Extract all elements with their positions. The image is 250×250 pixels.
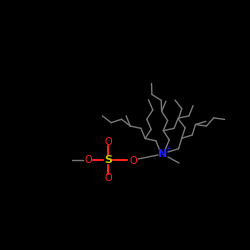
Text: +: + <box>165 146 171 152</box>
Text: O: O <box>104 137 112 147</box>
Text: O: O <box>129 156 137 166</box>
Text: O: O <box>84 155 92 165</box>
Text: O: O <box>104 173 112 183</box>
Text: N: N <box>158 149 168 159</box>
Text: S: S <box>104 155 112 165</box>
